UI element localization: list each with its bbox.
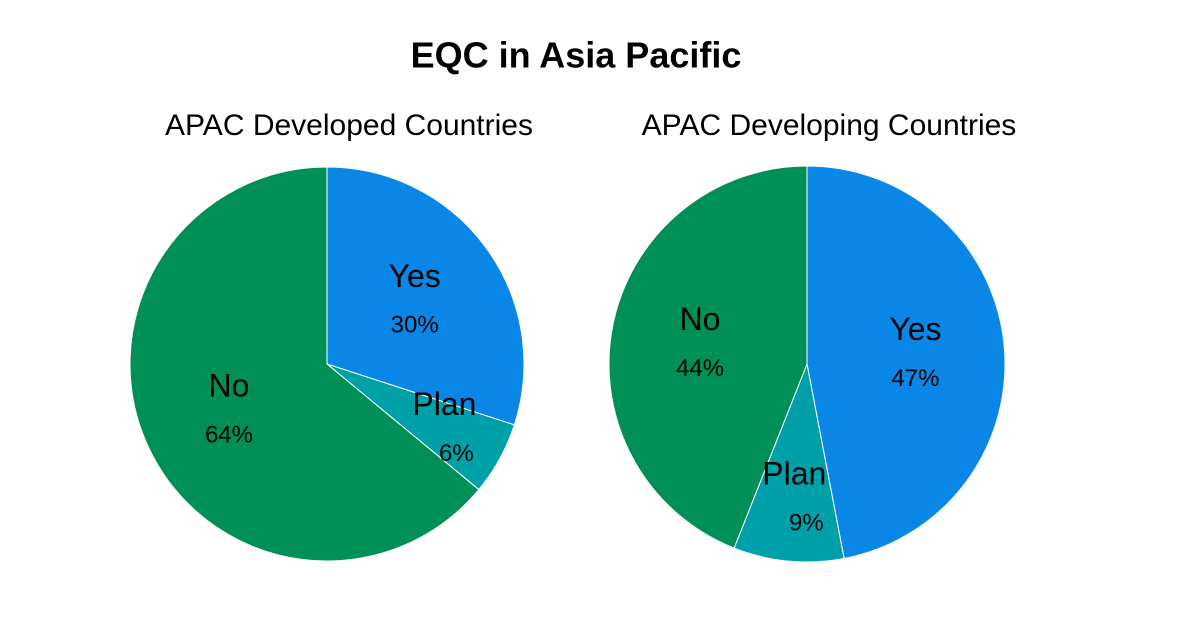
slice-label: No xyxy=(209,368,250,404)
slice-label: Yes xyxy=(889,311,941,347)
pie-title: APAC Developing Countries xyxy=(642,109,1017,142)
slice-label: Yes xyxy=(389,258,441,294)
pie-slice xyxy=(806,165,1006,560)
pie-slice xyxy=(129,166,480,562)
value-label: 9% xyxy=(789,509,824,536)
chart-title: EQC in Asia Pacific xyxy=(411,35,742,76)
pie-slice xyxy=(326,166,525,426)
slice-label: No xyxy=(680,301,721,337)
slice-label: Plan xyxy=(762,455,826,491)
slice-label: Plan xyxy=(412,386,476,422)
value-label: 6% xyxy=(439,440,474,467)
pie-title: APAC Developed Countries xyxy=(165,109,533,142)
value-label: 30% xyxy=(391,312,439,339)
value-label: 64% xyxy=(205,421,253,448)
value-label: 44% xyxy=(676,355,724,382)
pie-slice xyxy=(608,165,808,549)
pie-slice xyxy=(733,362,845,563)
value-label: 47% xyxy=(891,365,939,392)
